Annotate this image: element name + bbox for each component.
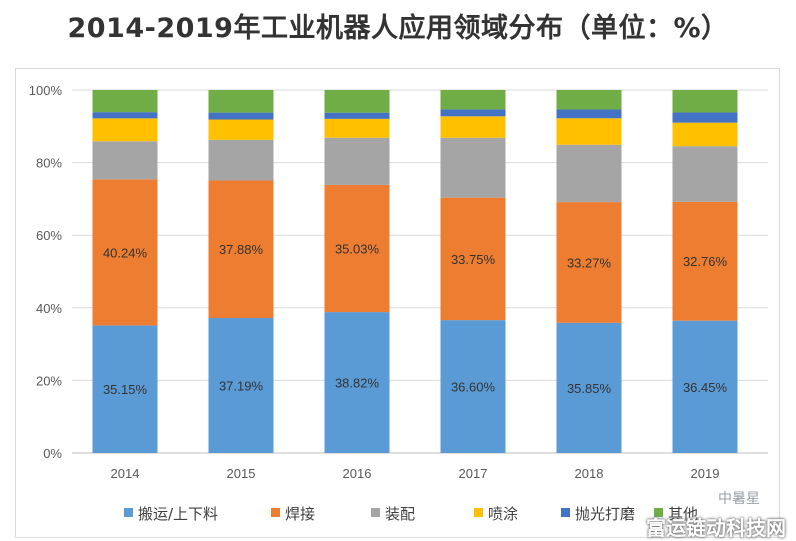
bars	[92, 90, 738, 453]
bar-segment	[324, 90, 390, 113]
data-label: 36.45%	[683, 380, 728, 395]
x-tick-label: 2015	[227, 466, 256, 481]
bar-segment	[556, 144, 622, 203]
y-tick-label: 40%	[36, 301, 62, 316]
bar-segment	[672, 201, 738, 321]
bar-segment	[92, 112, 158, 119]
legend-swatch	[561, 508, 570, 517]
bar-segment	[440, 116, 506, 138]
legend-swatch	[474, 508, 483, 517]
chart-area	[15, 68, 780, 538]
legend-label: 搬运/上下料	[138, 505, 218, 523]
watermark-bottom: 富运链动科技网	[646, 516, 786, 540]
watermark: 中暑星 富运链动科技网	[646, 488, 790, 540]
bar-segment	[556, 118, 622, 145]
legend-label: 焊接	[285, 505, 315, 523]
bar-segment	[324, 118, 390, 138]
legend-swatch	[124, 508, 133, 517]
bar-segment	[672, 146, 738, 202]
chart-title: 2014-2019年工业机器人应用领域分布（单位：%）	[67, 13, 729, 44]
bar-segment	[324, 312, 390, 453]
y-tick-label: 60%	[36, 228, 62, 243]
bar-segment	[672, 122, 738, 147]
watermark-top: 中暑星	[718, 491, 760, 507]
bar-segment	[556, 322, 622, 453]
bar-segment	[92, 325, 158, 453]
legend-label: 装配	[385, 505, 415, 523]
data-label: 32.76%	[683, 254, 728, 269]
data-label: 35.85%	[567, 381, 612, 396]
bar-segment	[208, 112, 274, 120]
bar-segment	[672, 320, 738, 453]
y-tick-label: 0%	[43, 446, 62, 461]
bar-segment	[208, 180, 274, 319]
bar-segment	[440, 137, 506, 198]
y-tick-label: 80%	[36, 156, 62, 171]
bar-segment	[324, 184, 390, 313]
bar-segment	[324, 137, 390, 185]
bar-segment	[92, 118, 158, 142]
bar-segment	[208, 119, 274, 140]
bar-segment	[556, 109, 622, 119]
bar-segment	[208, 90, 274, 113]
x-tick-label: 2018	[575, 466, 604, 481]
data-label: 38.82%	[335, 376, 380, 391]
x-tick-label: 2019	[691, 466, 720, 481]
legend-label: 喷涂	[488, 505, 518, 523]
data-label: 33.27%	[567, 255, 612, 270]
data-label: 40.24%	[103, 245, 148, 260]
x-tick-label: 2016	[343, 466, 372, 481]
bar-segment	[92, 90, 158, 113]
bar-segment	[92, 179, 158, 326]
legend-label: 抛光打磨	[575, 505, 635, 523]
bar-segment	[92, 141, 158, 180]
bar-segment	[556, 90, 622, 110]
y-tick-label: 20%	[36, 373, 62, 388]
data-label: 36.60%	[451, 380, 496, 395]
legend: 搬运/上下料 焊接 装配 喷涂 抛光打磨 其他	[124, 505, 698, 523]
legend-swatch	[654, 508, 663, 517]
gridlines	[72, 89, 768, 454]
legend-swatch	[371, 508, 380, 517]
bar-segment	[440, 109, 506, 117]
data-label: 35.03%	[335, 242, 380, 257]
data-label: 37.19%	[219, 379, 264, 394]
data-labels: 35.15% 40.24% 37.19% 37.88% 38.82% 35.03% 36.6…	[103, 242, 728, 398]
bar-segment	[440, 320, 506, 453]
data-label: 35.15%	[103, 382, 148, 397]
bar-segment	[556, 202, 622, 323]
y-tick-label: 100%	[29, 83, 63, 98]
y-axis: 0% 20% 40% 60% 80% 100%	[29, 83, 63, 461]
bar-segment	[324, 112, 390, 119]
bar-segment	[672, 112, 738, 123]
x-tick-label: 2014	[111, 466, 140, 481]
bar-segment	[672, 90, 738, 113]
data-label: 33.75%	[451, 252, 496, 267]
data-label: 37.88%	[219, 242, 264, 257]
bar-segment	[208, 318, 274, 453]
bar-segment	[208, 139, 274, 181]
legend-swatch	[271, 508, 280, 517]
x-axis: 2014 2015 2016 2017 2018 2019	[111, 466, 720, 481]
x-tick-label: 2017	[459, 466, 488, 481]
legend-label: 其他	[668, 505, 698, 523]
bar-segment	[440, 90, 506, 110]
bar-segment	[440, 197, 506, 321]
